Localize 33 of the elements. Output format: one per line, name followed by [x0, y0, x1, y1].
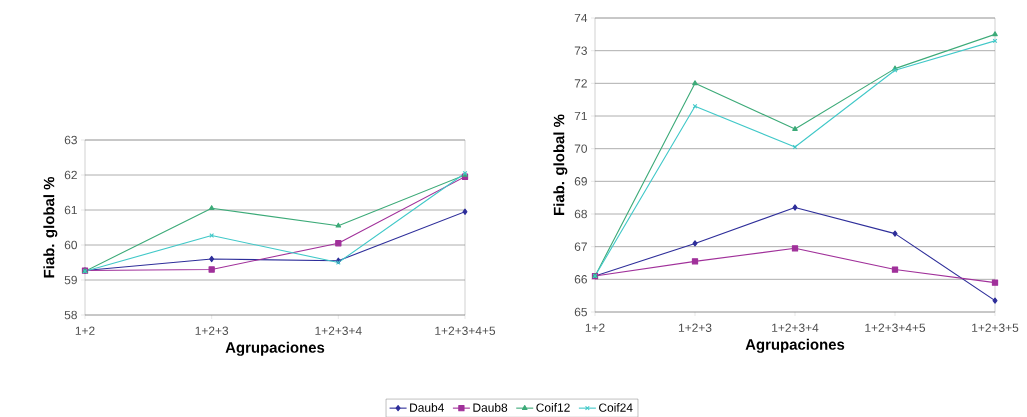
x-tick-label: 1+2+3+5	[972, 323, 1019, 332]
y-tick-label: 58	[64, 310, 77, 320]
y-tick-label: 72	[574, 79, 587, 88]
legend-label: Coif24	[599, 403, 633, 412]
y-tick-label: 66	[574, 275, 587, 284]
x-tick-label: 1+2+3	[195, 326, 229, 335]
x-tick-label: 1+2	[585, 323, 605, 332]
x-tick-label: 1+2+3+4+5	[865, 323, 926, 332]
x-tick-label: 1+2+3+4	[315, 326, 362, 335]
x-tick-label: 1+2+3+4+5	[435, 326, 496, 335]
y-tick-label: 60	[64, 240, 78, 250]
y-tick-label: 61	[64, 205, 77, 215]
y-tick-label: 70	[574, 144, 588, 153]
y-tick-label: 73	[574, 46, 587, 55]
y-tick-label: 68	[574, 209, 587, 219]
y-tick-label: 63	[64, 135, 77, 145]
y-tick-label: 67	[574, 242, 587, 251]
y-tick-label: 74	[574, 13, 588, 23]
x-tick-label: 1+2+3+4	[772, 323, 819, 332]
y-tick-label: 65	[574, 307, 587, 317]
legend-label: Daub8	[473, 403, 508, 412]
y-tick-label: 59	[64, 275, 77, 285]
y-axis-title: Fiab. global %	[43, 176, 58, 278]
legend-label: Daub4	[410, 403, 444, 412]
y-axis-title: Fiab. global %	[553, 114, 568, 215]
y-tick-label: 71	[574, 111, 587, 121]
legend-label: Coif12	[536, 403, 570, 412]
y-tick-label: 62	[64, 170, 77, 180]
x-axis-title: Agrupaciones	[225, 341, 325, 356]
x-tick-label: 1+2+3	[678, 323, 712, 332]
x-tick-label: 1+2	[75, 326, 95, 335]
x-axis-title: Agrupaciones	[745, 338, 845, 353]
y-tick-label: 69	[574, 177, 587, 186]
